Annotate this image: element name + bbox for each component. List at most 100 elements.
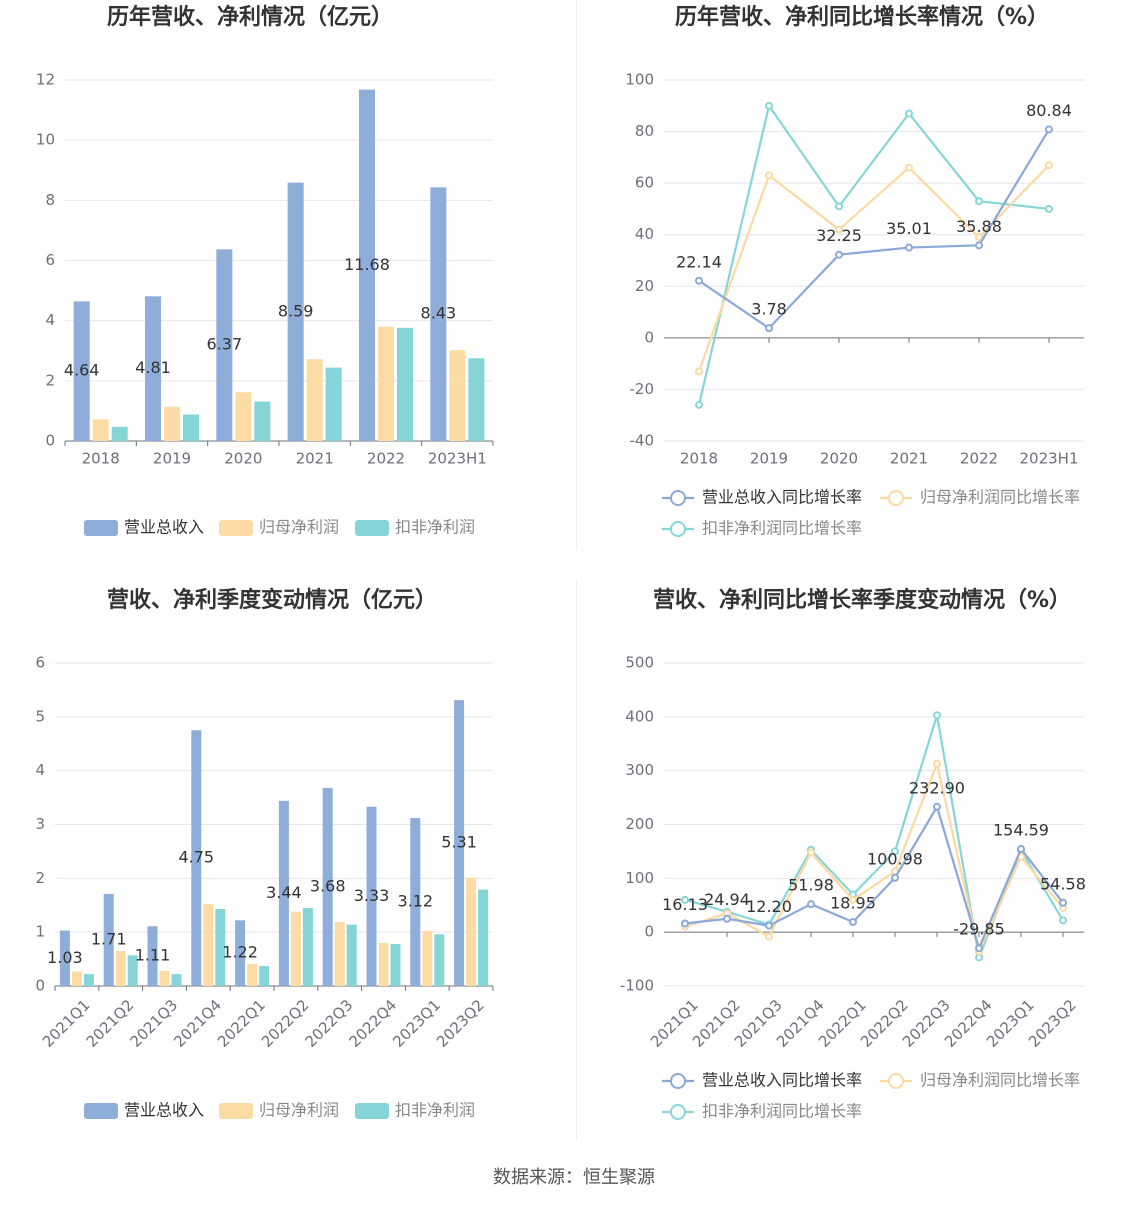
bar-net-profit (334, 921, 345, 986)
y-tick-label: 100 (625, 869, 654, 887)
point-deducted-profit-growth (765, 101, 773, 110)
x-tick-label: 2022 (960, 450, 998, 468)
point-net-profit-growth (933, 759, 941, 768)
point-revenue-growth (681, 919, 689, 928)
point-deducted-profit-growth (933, 711, 941, 720)
point-net-profit-growth (807, 848, 815, 857)
legend-label: 扣非净利润同比增长率 (702, 1102, 862, 1121)
bar-net-profit (164, 406, 180, 441)
point-net-profit-growth (765, 171, 773, 180)
y-tick-label: 2 (35, 869, 45, 887)
bar-deducted-profit (390, 944, 401, 986)
legend-swatch (355, 1103, 389, 1119)
bar-net-profit (466, 877, 477, 986)
bar-deducted-profit (302, 907, 313, 986)
data-label: 100.98 (867, 849, 923, 868)
y-tick-label: 3 (35, 815, 45, 833)
vertical-divider-bottom (576, 580, 577, 1140)
bar-deducted-profit (325, 367, 342, 441)
x-tick-label: 2021 (296, 450, 334, 468)
data-label: 3.33 (354, 886, 390, 905)
point-net-profit-growth (975, 233, 983, 242)
point-revenue-growth (905, 243, 913, 252)
bar-deducted-profit (111, 426, 128, 441)
x-tick-label: 2023H1 (1020, 450, 1079, 468)
point-deducted-profit-growth (975, 197, 983, 206)
bar-deducted-profit (346, 924, 357, 986)
legend-label: 扣非净利润 (395, 1101, 475, 1120)
bar-deducted-profit (254, 401, 271, 441)
bar-revenue (410, 818, 421, 986)
y-tick-label: 12 (36, 71, 55, 89)
point-net-profit-growth (765, 932, 773, 941)
y-tick-label: 5 (35, 707, 45, 725)
bar-net-profit (159, 970, 170, 986)
data-label: 3.12 (397, 892, 433, 911)
point-revenue-growth (695, 276, 703, 285)
chart-title-quarter_growth: 营收、净利同比增长率季度变动情况（%） (653, 587, 1071, 613)
bar-net-profit (378, 326, 394, 441)
y-tick-label: 6 (35, 654, 45, 672)
point-net-profit-growth (695, 367, 703, 376)
legend-label: 归母净利润同比增长率 (920, 488, 1080, 507)
bar-net-profit (115, 951, 126, 986)
legend-swatch (355, 520, 389, 536)
legend-label: 归母净利润 (259, 1101, 339, 1120)
x-tick-label: 2020 (820, 450, 858, 468)
line-revenue-growth (684, 804, 1064, 952)
data-label: 1.22 (222, 943, 258, 962)
bar-net-profit (290, 911, 301, 986)
bar-net-profit (92, 419, 109, 441)
data-label: 5.31 (441, 833, 477, 852)
bar-revenue (366, 806, 377, 986)
legend-label: 营业总收入 (124, 518, 204, 537)
x-tick-label: 2021Q4 (170, 996, 225, 1051)
bar-deducted-profit (468, 358, 485, 441)
y-tick-label: 20 (635, 277, 654, 295)
data-label: 4.75 (178, 848, 214, 867)
x-tick-label: 2018 (680, 450, 718, 468)
legend-marker (670, 521, 686, 537)
y-tick-label: 0 (644, 923, 654, 941)
legend-swatch (84, 520, 118, 536)
x-tick-label: 2021Q3 (126, 996, 181, 1051)
data-label: 154.59 (993, 820, 1049, 839)
point-deducted-profit-growth (1059, 916, 1067, 925)
y-tick-label: 200 (625, 815, 654, 833)
bar-net-profit (378, 942, 389, 986)
point-net-profit-growth (849, 895, 857, 904)
y-tick-label: 8 (45, 191, 55, 209)
bar-revenue (235, 920, 246, 986)
y-tick-label: -100 (620, 977, 654, 995)
data-label: 4.64 (64, 361, 100, 380)
data-label: 1.03 (47, 948, 83, 967)
x-tick-label: 2022Q1 (214, 996, 269, 1051)
bar-revenue (216, 249, 233, 441)
legend-label: 营业总收入同比增长率 (702, 1071, 862, 1090)
bar-revenue (73, 301, 90, 441)
bar-deducted-profit (127, 955, 138, 986)
legend-swatch (84, 1103, 118, 1119)
y-tick-label: 40 (635, 225, 654, 243)
bar-revenue (359, 89, 375, 442)
data-label: 51.98 (788, 876, 834, 895)
bar-revenue (145, 296, 161, 441)
data-label: -29.85 (953, 920, 1005, 939)
data-label: 8.43 (421, 304, 457, 323)
bar-revenue (278, 800, 289, 986)
data-label: 232.90 (909, 778, 965, 797)
data-label: 54.58 (1040, 874, 1086, 893)
bar-revenue (147, 926, 158, 986)
line-deducted-profit-growth (697, 103, 1050, 406)
point-revenue-growth (975, 241, 983, 250)
line-net-profit-growth (697, 164, 1050, 372)
data-label: 35.01 (886, 219, 932, 238)
x-tick-label: 2022 (367, 450, 405, 468)
y-tick-label: 300 (625, 761, 654, 779)
data-label: 3.68 (310, 876, 346, 895)
x-tick-label: 2023Q2 (433, 996, 488, 1051)
y-tick-label: 10 (36, 131, 55, 149)
chart-title-annual_amount: 历年营收、净利情况（亿元） (107, 4, 393, 30)
point-deducted-profit-growth (695, 400, 703, 409)
x-tick-label: 2021Q1 (39, 996, 94, 1051)
